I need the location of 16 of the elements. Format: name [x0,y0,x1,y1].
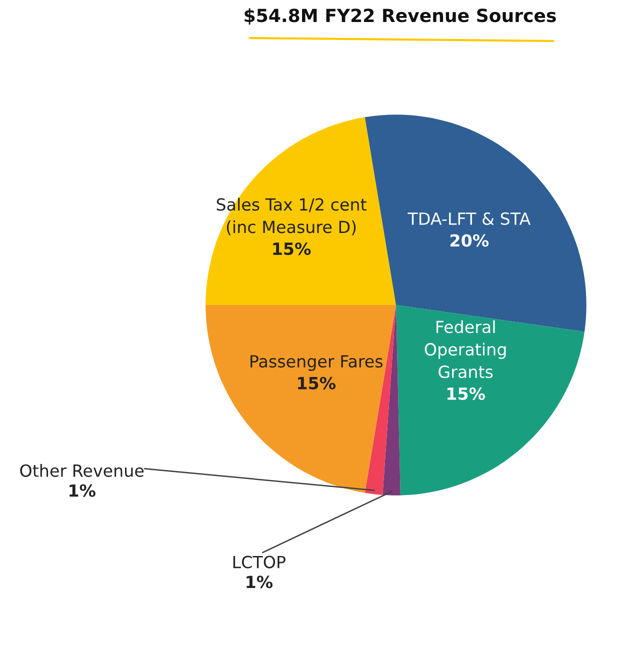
pie-slice [206,117,396,305]
slice-label: LCTOP [233,556,286,568]
pie-slice [364,114,586,332]
data-label: 15% [298,376,336,390]
data-label: 15% [448,387,485,400]
slice-label: Other Revenue [20,464,144,477]
pie-slice [206,305,396,493]
data-label: 1% [70,484,96,497]
data-label: 20% [450,234,489,247]
data-label: 15% [273,242,311,256]
slice-label: Federal Operating Grants [424,320,506,378]
pie-slice [396,305,585,496]
chart-title: $54.8M FY22 Revenue Sources [244,8,556,25]
data-label: 1% [246,576,273,588]
slice-label: TDA-LFT & STA [408,212,531,225]
slice-label: Passenger Fares [250,355,383,371]
